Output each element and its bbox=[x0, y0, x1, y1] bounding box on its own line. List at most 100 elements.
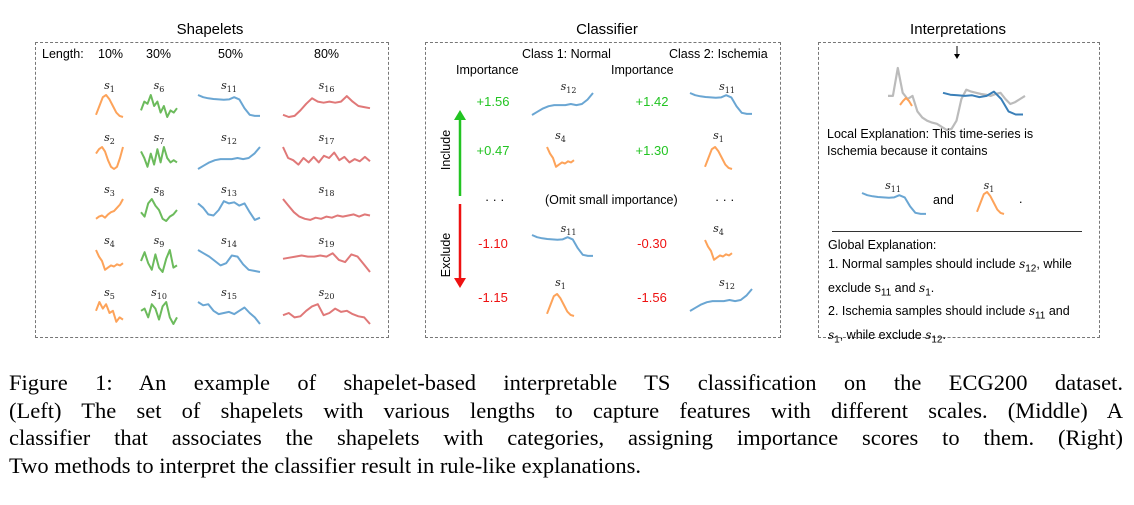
shapelet-s14-curve bbox=[197, 249, 261, 273]
shapelet-s3-curve bbox=[95, 198, 124, 220]
shapelet-s11-curve bbox=[531, 234, 593, 257]
shapelet-s1-chart bbox=[704, 146, 733, 170]
global-rule-1a: 1. Normal samples should include s12, wh… bbox=[828, 257, 1072, 275]
matched-s1 bbox=[899, 97, 913, 107]
shapelet-s19-chart bbox=[282, 252, 371, 273]
caption-line-3: classifier that associates the shapelets… bbox=[9, 425, 1123, 451]
shapelet-s12-curve bbox=[689, 288, 753, 312]
importance-value: -1.10 bbox=[478, 236, 508, 251]
importance-header-1: Importance bbox=[456, 63, 519, 77]
global-rule-2b: s1, while exclude s12. bbox=[828, 327, 946, 346]
shapelet-label-s19: s19 bbox=[318, 234, 335, 250]
shapelet-s8-curve bbox=[140, 198, 178, 222]
shapelet-label-s18: s18 bbox=[318, 183, 335, 199]
shapelet-s17-curve bbox=[282, 146, 371, 166]
include-exclude-arrows bbox=[454, 110, 466, 288]
include-label: Include bbox=[439, 129, 453, 171]
shapelet-s18-curve bbox=[282, 198, 371, 221]
shapelet-label-s5: s5 bbox=[104, 286, 115, 302]
shapelet-label-s8: s8 bbox=[153, 183, 165, 199]
classifier-panel bbox=[425, 42, 781, 338]
length-header-50pct: 50% bbox=[218, 47, 244, 61]
importance-value: +1.56 bbox=[476, 94, 510, 109]
class2-label: Class 2: Ischemia bbox=[669, 47, 768, 61]
class1-label: Class 1: Normal bbox=[522, 47, 611, 61]
global-rule-1b: exclude s11 and s1. bbox=[828, 280, 935, 299]
shapelet-label-s1: s1 bbox=[983, 179, 995, 195]
shapelet-s12-chart bbox=[531, 92, 594, 116]
shapelet-s4-chart bbox=[95, 249, 124, 271]
length-header-10pct: 10% bbox=[98, 47, 124, 61]
figure-caption: Figure 1: An example of shapelet-based i… bbox=[9, 369, 1123, 480]
global-title: Global Explanation: bbox=[828, 238, 937, 252]
shapelet-s13-chart bbox=[197, 200, 261, 221]
shapelet-s1-chart bbox=[546, 293, 575, 317]
importance-value: -1.56 bbox=[637, 290, 667, 305]
importance-header-2: Importance bbox=[611, 63, 674, 77]
down-arrow-icon bbox=[954, 46, 960, 59]
shapelet-s12-chart bbox=[689, 288, 753, 312]
shapelet-label-s14: s14 bbox=[221, 234, 237, 250]
caption-line-2: (Left) The set of shapelets with various… bbox=[9, 397, 1123, 423]
include-arrowhead bbox=[454, 110, 466, 120]
shapelet-s4-curve bbox=[546, 146, 575, 168]
shapelet-label-s12: s12 bbox=[719, 276, 735, 292]
shapelet-s1-curve bbox=[976, 191, 1005, 215]
shapelet-s4-curve bbox=[704, 239, 733, 261]
shapelet-s12-chart bbox=[197, 146, 261, 170]
shapelet-label-s7: s7 bbox=[153, 131, 165, 147]
shapelet-s5-curve bbox=[95, 301, 124, 323]
shapelets-panel bbox=[35, 42, 389, 338]
shapelet-s20-curve bbox=[282, 303, 371, 325]
shapelet-s2-curve bbox=[95, 146, 124, 170]
ellipsis-2: · · · bbox=[715, 193, 735, 207]
shapelet-s7-chart bbox=[140, 146, 178, 168]
shapelet-label-s15: s15 bbox=[221, 286, 237, 302]
shapelet-s11-curve bbox=[197, 94, 260, 117]
shapelet-s20-chart bbox=[282, 303, 371, 325]
shapelet-label-s12: s12 bbox=[221, 131, 237, 147]
ellipsis-1: · · · bbox=[485, 193, 505, 207]
importance-value: -0.30 bbox=[637, 236, 667, 251]
shapelet-label-s4: s4 bbox=[713, 222, 724, 238]
shapelet-label-s10: s10 bbox=[151, 286, 167, 302]
shapelet-s11-chart bbox=[689, 92, 752, 115]
matched-s11 bbox=[942, 90, 1023, 116]
shapelet-s10-chart bbox=[140, 301, 178, 325]
shapelet-label-s1: s1 bbox=[104, 79, 115, 95]
importance-value: +1.42 bbox=[635, 94, 669, 109]
shapelet-s10-curve bbox=[140, 301, 178, 325]
interpretations-panel bbox=[818, 42, 1100, 338]
caption-line-1: Figure 1: An example of shapelet-based i… bbox=[9, 370, 1123, 395]
shapelet-label-s20: s20 bbox=[318, 286, 335, 302]
s1-curve bbox=[976, 191, 1005, 215]
shapelet-s16-curve bbox=[282, 95, 371, 118]
shapelet-s8-chart bbox=[140, 198, 178, 222]
shapelet-label-s12: s12 bbox=[560, 80, 577, 96]
shapelet-label-s2: s2 bbox=[104, 131, 115, 147]
shapelets-title: Shapelets bbox=[176, 21, 244, 38]
shapelet-s6-chart bbox=[140, 94, 178, 118]
exclude-label: Exclude bbox=[439, 232, 453, 278]
shapelet-label-s11: s11 bbox=[221, 79, 237, 95]
and-text: and bbox=[933, 193, 954, 207]
shapelet-label-s4: s4 bbox=[555, 129, 566, 145]
shapelet-label-s1: s1 bbox=[713, 129, 724, 145]
shapelet-s14-chart bbox=[197, 249, 261, 273]
shapelet-label-s9: s9 bbox=[153, 234, 165, 250]
shapelet-s1-chart bbox=[95, 94, 124, 118]
classifier-title: Classifier bbox=[576, 21, 638, 38]
shapelet-s4-chart bbox=[546, 146, 575, 168]
shapelet-s1-curve bbox=[95, 94, 124, 118]
shapelet-label-s11: s11 bbox=[719, 80, 735, 96]
local-explanation-line1: Local Explanation: This time-series is bbox=[827, 127, 1034, 141]
caption-line-4: Two methods to interpret the classifier … bbox=[9, 453, 641, 479]
shapelet-label-s3: s3 bbox=[104, 183, 115, 199]
shapelet-s11-curve bbox=[861, 192, 926, 215]
shapelet-s1-curve bbox=[704, 146, 733, 170]
shapelet-s1-curve bbox=[546, 293, 575, 317]
global-rule-2a: 2. Ischemia samples should include s11 a… bbox=[828, 304, 1070, 322]
shapelet-label-s16: s16 bbox=[318, 79, 335, 95]
shapelet-s6-curve bbox=[140, 94, 178, 118]
shapelet-s4-chart bbox=[704, 239, 733, 261]
